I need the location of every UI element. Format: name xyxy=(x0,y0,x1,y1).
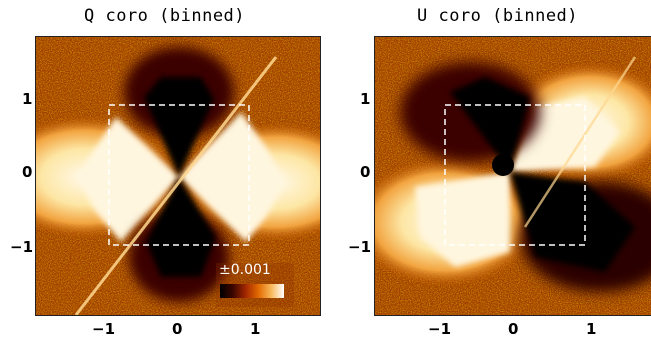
polarimetry-image-u xyxy=(375,37,651,315)
y-tick-neg1-right: −1 xyxy=(348,238,372,256)
y-tick-neg1-left: −1 xyxy=(10,238,34,256)
panel-title-q: Q coro (binned) xyxy=(84,6,246,26)
y-tick-0-left: 0 xyxy=(22,163,33,181)
colorbar-label: ±0.001 xyxy=(219,262,271,278)
x-tick-0-right: 0 xyxy=(508,320,519,338)
central-occulter xyxy=(492,154,514,176)
y-tick-1-left: 1 xyxy=(22,90,33,108)
x-tick-1-right: 1 xyxy=(586,320,597,338)
colorbar xyxy=(220,284,284,298)
diffraction-spike xyxy=(74,56,278,315)
polarimetry-image-q xyxy=(36,37,320,315)
panel-title-u: U coro (binned) xyxy=(417,6,579,26)
dashed-box xyxy=(108,104,250,246)
y-tick-1-right: 1 xyxy=(360,90,371,108)
diffraction-spike xyxy=(523,56,637,228)
image-frame-u xyxy=(374,36,651,316)
y-tick-0-right: 0 xyxy=(360,163,371,181)
x-tick-1-left: 1 xyxy=(250,320,261,338)
image-frame-q xyxy=(35,36,321,316)
x-tick-neg1-left: −1 xyxy=(92,320,116,338)
x-tick-neg1-right: −1 xyxy=(428,320,452,338)
dashed-box xyxy=(444,104,586,246)
x-tick-0-left: 0 xyxy=(172,320,183,338)
